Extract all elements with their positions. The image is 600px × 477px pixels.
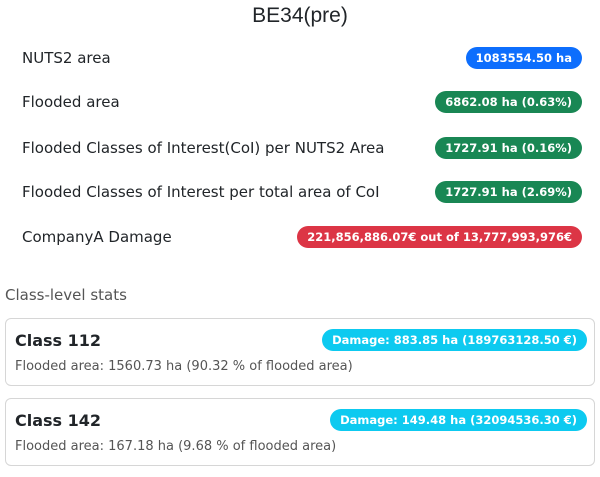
- title: BE34(pre): [252, 4, 348, 27]
- section-title: Class-level stats: [5, 286, 127, 304]
- damage-badge: Damage: 883.85 ha (189763128.50 €): [322, 329, 587, 351]
- stat-badge: 6862.08 ha (0.63%): [435, 91, 582, 113]
- stat-label: NUTS2 area: [22, 49, 111, 67]
- stat-row: Flooded Classes of Interest per total ar…: [22, 180, 582, 204]
- stat-badge: 1727.91 ha (0.16%): [435, 137, 582, 159]
- stat-row: Flooded area 6862.08 ha (0.63%): [22, 90, 582, 114]
- flooded-text: Flooded area: 1560.73 ha (90.32 % of flo…: [15, 359, 353, 374]
- stat-row: Flooded Classes of Interest(CoI) per NUT…: [22, 136, 582, 160]
- flooded-text: Flooded area: 167.18 ha (9.68 % of flood…: [15, 439, 337, 454]
- stat-label: CompanyA Damage: [22, 228, 172, 246]
- stat-row: NUTS2 area 1083554.50 ha: [22, 46, 582, 70]
- stat-badge: 221,856,886.07€ out of 13,777,993,976€: [297, 226, 582, 248]
- stat-badge: 1083554.50 ha: [465, 47, 582, 69]
- class-name: Class 142: [15, 411, 102, 430]
- stat-row: CompanyA Damage 221,856,886.07€ out of 13…: [22, 225, 582, 249]
- class-card: Class 142 Damage: 149.48 ha (32094536.30…: [5, 398, 595, 466]
- stat-label: Flooded Classes of Interest(CoI) per NUT…: [22, 139, 385, 157]
- class-card: Class 112 Damage: 883.85 ha (189763128.5…: [5, 318, 595, 386]
- damage-badge: Damage: 149.48 ha (32094536.30 €): [330, 409, 587, 431]
- stat-badge: 1727.91 ha (2.69%): [435, 181, 582, 203]
- class-name: Class 112: [15, 331, 102, 350]
- stat-label: Flooded area: [22, 93, 120, 111]
- stat-label: Flooded Classes of Interest per total ar…: [22, 183, 380, 201]
